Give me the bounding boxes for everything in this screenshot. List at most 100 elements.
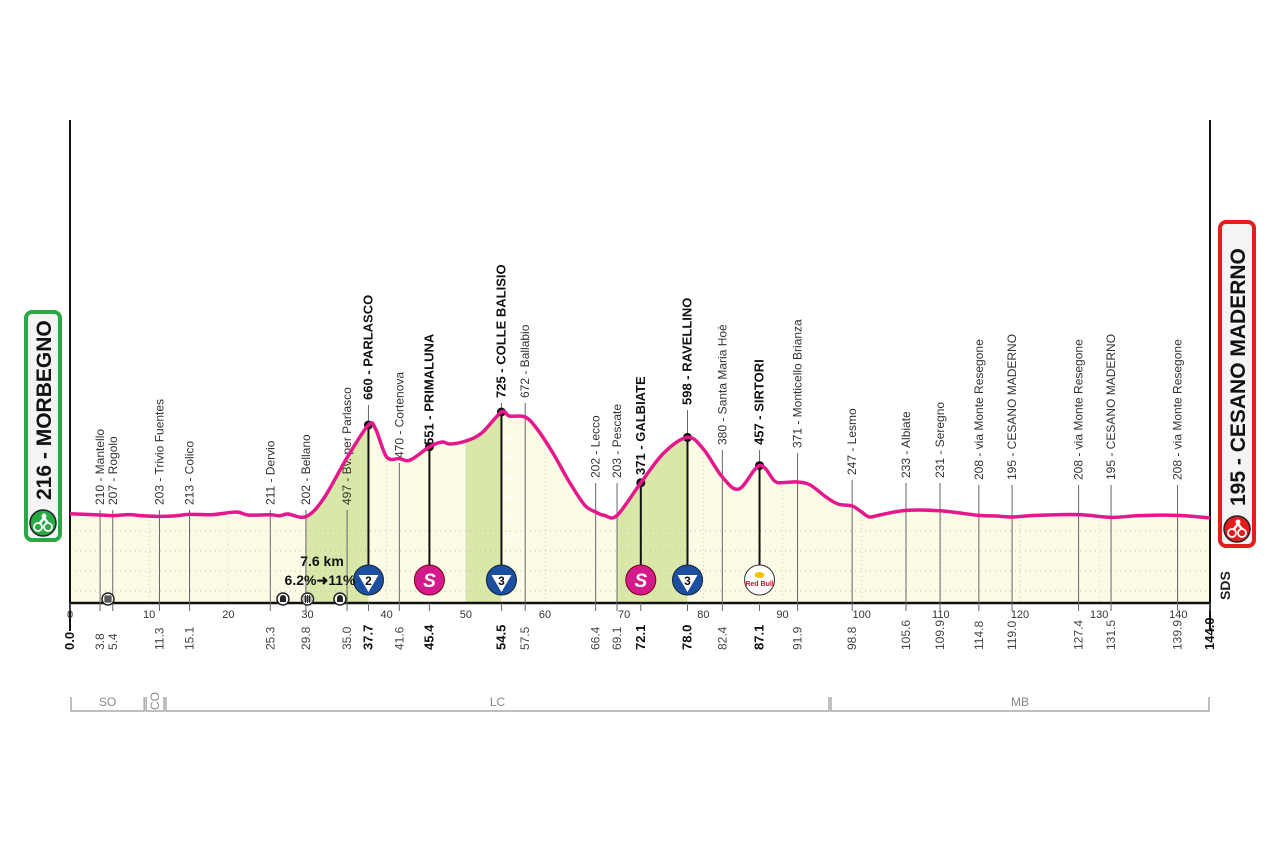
km-label: 82.4 <box>715 626 729 650</box>
point-label: 213 - Colico <box>183 441 197 505</box>
point-label: 551 - PRIMALUNA <box>421 333 436 445</box>
km-label: 127.4 <box>1072 620 1086 650</box>
point-label: 203 - Pescate <box>610 404 624 478</box>
point-label: 231 - Seregno <box>933 402 947 478</box>
x-tick-label: 120 <box>1011 609 1029 621</box>
elevation-tick-label: 400 <box>503 474 517 483</box>
gpm-triangle <box>677 575 698 592</box>
sprint-icon: S <box>625 564 657 596</box>
wheel <box>1227 528 1237 538</box>
province-bracket <box>145 697 165 712</box>
sprint-letter: S <box>634 571 647 592</box>
x-tick-label: 0 <box>67 609 73 621</box>
x-tick-label: 20 <box>222 609 234 621</box>
bike-icon <box>29 509 57 537</box>
point-label: 371 - Monticello Brianza <box>791 319 805 448</box>
km-label: 98.8 <box>845 626 859 650</box>
x-tick-label: 60 <box>539 609 551 621</box>
point-label: 660 - PARLASCO <box>360 295 375 400</box>
railway-crossing-icon <box>300 592 315 606</box>
sprint-badge <box>413 564 445 596</box>
sprint-badge <box>625 564 657 596</box>
point-label: 195 - CESANO MADERNO <box>1104 334 1118 480</box>
point-label: 371 - GALBIATE <box>633 376 648 475</box>
gpm-category: 3 <box>684 574 691 588</box>
point-label: 207 - Rogolo <box>106 436 120 505</box>
redbull-sun <box>754 572 765 578</box>
elevation-tick-label: 200 <box>503 514 517 523</box>
km-label: 78.0 <box>680 625 695 650</box>
km-label: 0.0 <box>62 632 77 650</box>
railway-crossing-icon <box>101 592 115 606</box>
km-label: 91.9 <box>791 626 805 650</box>
province-label: CO <box>148 692 162 710</box>
x-tick-label: 110 <box>932 609 950 621</box>
gpm-category-icon: 3 <box>485 564 517 596</box>
gpm-category: 2 <box>365 574 372 588</box>
km-label: 72.1 <box>633 625 648 650</box>
x-tick-label: 140 <box>1169 609 1187 621</box>
finish-badge: 195 - CESANO MADERNO <box>1218 220 1256 548</box>
start-badge-frame <box>24 310 62 542</box>
point-label: 208 - via Monte Resegone <box>1072 339 1086 480</box>
point-label: 457 - SIRTORI <box>752 359 767 445</box>
rider-body <box>1233 521 1243 530</box>
km-label: 144.0 <box>1202 617 1217 650</box>
climb-area <box>305 424 369 603</box>
km-label: 66.4 <box>589 626 603 650</box>
climb-area <box>617 437 688 603</box>
point-label: 202 - Lecco <box>589 415 603 478</box>
gpm-triangle <box>491 575 512 592</box>
gpm-category-icon: 2 <box>352 564 384 596</box>
tunnel-icon <box>333 592 347 606</box>
rider-body <box>39 515 49 524</box>
point-label: 210 - Mantello <box>93 429 107 505</box>
bike-icon-bg <box>1223 515 1251 543</box>
finish-badge-label: 195 - CESANO MADERNO <box>1227 248 1250 506</box>
province-label: MB <box>1011 695 1029 709</box>
point-label: 725 - COLLE BALISIO <box>493 264 508 398</box>
tunnel-shape <box>279 595 286 602</box>
gpm-triangle <box>358 575 379 592</box>
point-label: 202 - Bellano <box>299 434 313 505</box>
x-tick-label: 40 <box>381 609 393 621</box>
km-label: 45.4 <box>421 624 436 650</box>
finish-badge-frame <box>1218 220 1256 548</box>
km-label: 3.8 <box>93 633 107 650</box>
km-label: 139.9 <box>1171 620 1185 650</box>
redbull-badge <box>744 564 776 596</box>
km-label: 15.1 <box>183 626 197 650</box>
elevation-tick-label: 100 <box>503 534 517 543</box>
tunnel-icon <box>276 592 290 606</box>
km-label: 87.1 <box>752 625 767 650</box>
km-label: 37.7 <box>360 625 375 650</box>
km-label: 25.3 <box>263 626 277 650</box>
km-label: 105.6 <box>899 620 913 650</box>
wheel <box>33 522 43 532</box>
province-bracket <box>70 697 145 712</box>
km-label: 131.5 <box>1104 620 1118 650</box>
elevation-tick-label: 500 <box>503 454 517 463</box>
km-label: 5.4 <box>106 633 120 650</box>
x-tick-label: 30 <box>301 609 313 621</box>
elevation-tick-label: 0 <box>503 554 508 563</box>
gpm-category-icon: 3 <box>672 564 703 596</box>
km-label: 69.1 <box>610 626 624 650</box>
km-label: 119.0 <box>1005 621 1019 650</box>
sprint-icon: S <box>413 564 445 596</box>
sds-logo: SDS <box>1217 571 1233 600</box>
start-badge-label: 216 - MORBEGNO <box>33 320 56 500</box>
km-label: 54.5 <box>493 625 508 650</box>
point-label: 380 - Santa Maria Hoè <box>715 324 729 445</box>
redbull-text: Red Bull <box>745 581 773 588</box>
point-label: 598 - RAVELLINO <box>680 298 695 405</box>
point-label: 211 - Dervio <box>263 440 277 505</box>
profile-line <box>69 409 1211 520</box>
km-label: 35.0 <box>340 626 354 650</box>
elevation-tick-label: 600 <box>503 434 517 443</box>
gpm-category: 3 <box>498 574 505 588</box>
x-tick-label: 130 <box>1090 609 1108 621</box>
red-bull-kom-icon: Red Bull <box>744 564 776 596</box>
point-label: 203 - Trivio Fuentes <box>152 399 166 505</box>
tunnel-shape <box>336 595 343 602</box>
